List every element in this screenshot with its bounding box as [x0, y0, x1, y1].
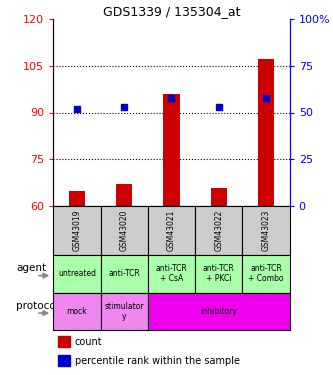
Text: GSM43022: GSM43022	[214, 210, 223, 251]
Bar	[101, 292, 148, 330]
Bar	[148, 255, 195, 292]
Text: anti-TCR
+ CsA: anti-TCR + CsA	[156, 264, 187, 284]
Bar	[258, 59, 274, 206]
Text: GSM43019: GSM43019	[72, 210, 82, 251]
Text: mock: mock	[67, 307, 87, 316]
Bar	[116, 184, 133, 206]
Bar	[53, 206, 101, 255]
Text: count: count	[75, 336, 102, 346]
Bar	[242, 255, 290, 292]
Text: agent: agent	[16, 263, 46, 273]
Bar	[195, 206, 242, 255]
Text: GSM43021: GSM43021	[167, 210, 176, 251]
Bar	[163, 94, 180, 206]
Bar	[53, 255, 101, 292]
Bar	[53, 292, 101, 330]
Text: inhibitory: inhibitory	[200, 307, 237, 316]
Bar	[148, 292, 290, 330]
Bar	[101, 206, 148, 255]
Text: GSM43023: GSM43023	[261, 210, 271, 251]
Text: stimulator
y: stimulator y	[105, 302, 144, 321]
Bar	[58, 336, 70, 347]
Text: GSM43020: GSM43020	[120, 210, 129, 251]
Bar	[195, 255, 242, 292]
Text: anti-TCR
+ PKCi: anti-TCR + PKCi	[203, 264, 235, 284]
Text: protocol: protocol	[16, 301, 59, 310]
Bar	[148, 206, 195, 255]
Text: anti-TCR: anti-TCR	[108, 269, 140, 278]
Bar	[58, 355, 70, 366]
Bar	[242, 206, 290, 255]
Bar	[101, 255, 148, 292]
Bar	[69, 190, 85, 206]
Text: percentile rank within the sample: percentile rank within the sample	[75, 356, 239, 366]
Title: GDS1339 / 135304_at: GDS1339 / 135304_at	[103, 4, 240, 18]
Bar	[210, 188, 227, 206]
Text: untreated: untreated	[58, 269, 96, 278]
Text: anti-TCR
+ Combo: anti-TCR + Combo	[248, 264, 284, 284]
